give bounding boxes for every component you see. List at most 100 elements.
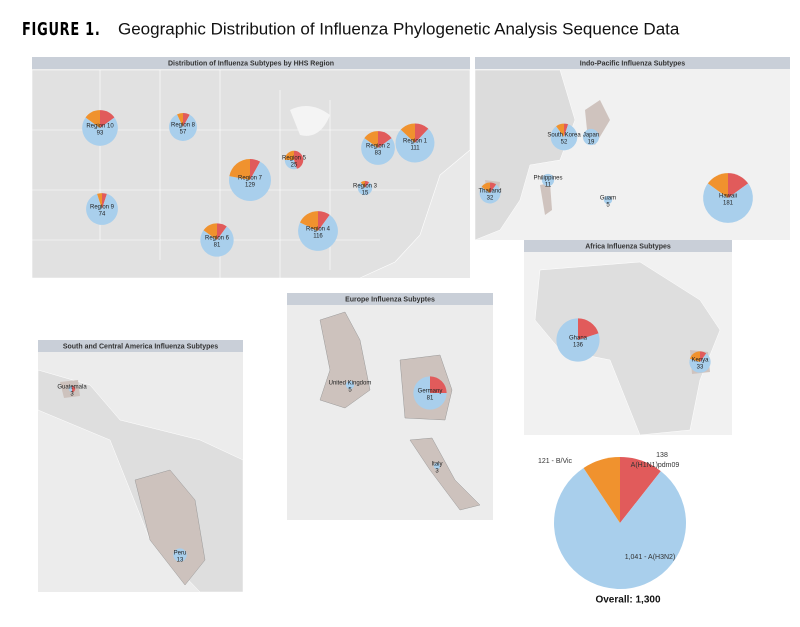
pie-slice xyxy=(85,110,100,128)
pie-slice xyxy=(228,161,272,202)
panel-header xyxy=(475,57,790,69)
panel-header xyxy=(524,240,732,252)
pie-slice xyxy=(689,351,700,362)
panel-title: Distribution of Influenza Subtypes by HH… xyxy=(168,60,334,67)
pie-slice xyxy=(378,131,392,148)
pie-slice xyxy=(582,128,600,146)
marker-total: 181 xyxy=(723,201,734,207)
marker-label: South Korea xyxy=(547,133,581,139)
overall-label: A(H1N1)pdm09 xyxy=(631,462,680,469)
marker-label: Region 5 xyxy=(282,156,307,162)
pie-slice xyxy=(433,462,441,470)
overall-label: 121 - B/Vic xyxy=(538,458,573,465)
pie-slice xyxy=(541,173,555,187)
pie-slice xyxy=(250,158,261,180)
pie-slice xyxy=(578,318,599,340)
pie-slice xyxy=(700,351,707,362)
marker-label: Thailand xyxy=(478,189,501,195)
overall-caption: Overall: 1,300 xyxy=(595,595,660,606)
pie-slice xyxy=(364,131,378,148)
pie-slice xyxy=(430,376,447,393)
marker-total: 11 xyxy=(545,183,552,189)
marker-total: 52 xyxy=(561,140,568,146)
marker-label: Guam xyxy=(600,196,616,202)
marker-label: Japan xyxy=(583,133,599,139)
pie-slice xyxy=(550,124,578,151)
pie-slice xyxy=(620,457,661,523)
marker-total: 129 xyxy=(245,183,256,189)
pie-slice xyxy=(294,150,304,169)
marker-total: 74 xyxy=(99,212,106,218)
marker-label: Region 9 xyxy=(90,205,115,211)
marker-total: 81 xyxy=(214,243,221,249)
marker-total: 93 xyxy=(97,131,104,137)
europe-map xyxy=(287,293,493,520)
marker-total: 19 xyxy=(588,140,595,146)
pie-slice xyxy=(203,223,217,240)
pie-slice xyxy=(361,138,395,165)
pie-slice xyxy=(217,223,227,240)
pie-slice xyxy=(554,467,687,589)
marker-total: 5 xyxy=(606,203,610,209)
marker-label: Region 2 xyxy=(366,144,391,150)
pie-slice xyxy=(345,380,355,390)
panel-header xyxy=(38,340,243,352)
marker-label: Region 10 xyxy=(86,124,114,130)
marker-total: 3 xyxy=(70,392,74,398)
marker-total: 83 xyxy=(375,151,382,157)
pie-slice xyxy=(481,182,490,193)
pie-slice xyxy=(689,353,711,373)
pie-slice xyxy=(707,173,728,198)
marker-total: 13 xyxy=(177,558,184,564)
pie-slice xyxy=(284,150,294,160)
figure-label: FIGURE 1. xyxy=(22,18,101,40)
marker-label: Region 1 xyxy=(403,139,428,145)
pie-slice xyxy=(728,173,749,198)
marker-label: Italy xyxy=(431,462,442,468)
pie-slice xyxy=(86,193,118,225)
figure-title: Geographic Distribution of Influenza Phy… xyxy=(118,19,680,38)
panel-title: Africa Influenza Subtypes xyxy=(585,243,671,250)
marker-total: 111 xyxy=(410,146,420,152)
marker-label: Kenya xyxy=(691,358,709,364)
pie-slice xyxy=(395,128,435,163)
pie-slice xyxy=(400,123,415,143)
marker-total: 136 xyxy=(573,343,584,349)
marker-label: Region 4 xyxy=(306,227,331,233)
pie-slice xyxy=(299,211,318,231)
marker-label: Hawaii xyxy=(719,194,737,200)
south-america-map xyxy=(37,340,244,593)
pie-slice xyxy=(413,376,447,410)
pie-slice xyxy=(357,182,373,196)
marker-total: 57 xyxy=(180,130,187,136)
marker-label: Region 8 xyxy=(171,123,196,129)
pie-slice xyxy=(82,117,118,146)
pie-slice xyxy=(169,114,197,141)
marker-total: 32 xyxy=(487,196,494,202)
marker-label: Region 7 xyxy=(238,176,263,182)
marker-label: Region 6 xyxy=(205,236,230,242)
pie-slice xyxy=(298,214,338,251)
pie-slice xyxy=(102,193,107,209)
pie-slice xyxy=(229,158,250,180)
pie-slice xyxy=(703,183,753,223)
pie-slice xyxy=(556,318,600,362)
pie-slice xyxy=(68,385,72,393)
pie-slice xyxy=(284,160,297,170)
pie-slice xyxy=(415,123,429,143)
panel-title: Indo-Pacific Influenza Subtypes xyxy=(580,60,686,67)
marker-total: 5 xyxy=(348,388,352,394)
overall-label: 1,041 - A(H3N2) xyxy=(625,554,676,561)
marker-total: 81 xyxy=(427,396,434,402)
marker-label: Ghana xyxy=(569,336,588,342)
marker-label: Peru xyxy=(174,551,187,557)
marker-total: 116 xyxy=(313,234,323,240)
pie-slice xyxy=(490,182,497,193)
pie-slice xyxy=(365,180,370,188)
pie-slice xyxy=(177,113,183,127)
pie-slice xyxy=(183,113,190,127)
marker-label: United Kingdom xyxy=(329,381,372,387)
overall-label: 138 xyxy=(656,452,668,459)
marker-label: Philippines xyxy=(533,176,562,182)
